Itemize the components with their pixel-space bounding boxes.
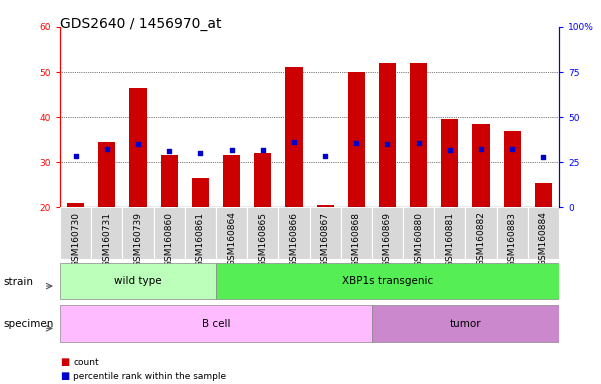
Bar [348, 72, 365, 207]
Text: GSM160883: GSM160883 [508, 212, 517, 266]
Bar [504, 131, 520, 207]
Bar [285, 68, 302, 207]
Point [71, 153, 81, 159]
Text: GSM160865: GSM160865 [258, 212, 267, 266]
Text: percentile rank within the sample: percentile rank within the sample [73, 372, 227, 381]
Bar [472, 124, 490, 207]
Bar [67, 203, 84, 207]
Bar [317, 205, 334, 207]
Bar [341, 207, 372, 259]
Text: GSM160864: GSM160864 [227, 212, 236, 266]
Text: GSM160866: GSM160866 [290, 212, 299, 266]
Text: GDS2640 / 1456970_at: GDS2640 / 1456970_at [60, 17, 222, 31]
Point [538, 154, 548, 160]
Text: count: count [73, 358, 99, 367]
Text: GSM160882: GSM160882 [477, 212, 486, 266]
Text: specimen: specimen [3, 319, 53, 329]
Bar [247, 207, 278, 259]
Bar [129, 88, 147, 207]
Text: ■: ■ [60, 371, 69, 381]
Bar [372, 207, 403, 259]
Bar [465, 207, 496, 259]
Text: GSM160860: GSM160860 [165, 212, 174, 266]
Point [195, 150, 205, 156]
Bar [192, 178, 209, 207]
Bar [528, 207, 559, 259]
Text: GSM160884: GSM160884 [539, 212, 548, 266]
Bar [123, 207, 154, 259]
Bar [91, 207, 123, 259]
Text: ■: ■ [60, 357, 69, 367]
Text: B cell: B cell [202, 318, 230, 329]
Bar [60, 263, 216, 300]
Bar [410, 63, 427, 207]
Bar [434, 207, 465, 259]
Point [289, 139, 299, 146]
Bar [60, 207, 91, 259]
Bar [496, 207, 528, 259]
Text: GSM160868: GSM160868 [352, 212, 361, 266]
Text: strain: strain [3, 277, 33, 287]
Bar [310, 207, 341, 259]
Point [227, 147, 236, 153]
Text: GSM160731: GSM160731 [102, 212, 111, 266]
Point [102, 146, 112, 152]
Text: wild type: wild type [114, 276, 162, 286]
Point [414, 140, 424, 146]
Text: GSM160867: GSM160867 [320, 212, 329, 266]
Point [165, 147, 174, 154]
Text: GSM160861: GSM160861 [196, 212, 205, 266]
Bar [278, 207, 310, 259]
Bar [216, 263, 559, 300]
Point [258, 147, 267, 153]
Bar [160, 156, 178, 207]
Bar [379, 63, 396, 207]
Text: XBP1s transgenic: XBP1s transgenic [342, 276, 433, 286]
Point [383, 141, 392, 147]
Bar [99, 142, 115, 207]
Text: GSM160869: GSM160869 [383, 212, 392, 266]
Text: GSM160730: GSM160730 [71, 212, 80, 266]
Bar [372, 305, 559, 342]
Bar [216, 207, 247, 259]
Bar [441, 119, 459, 207]
Text: GSM160881: GSM160881 [445, 212, 454, 266]
Bar [154, 207, 185, 259]
Bar [535, 182, 552, 207]
Point [320, 153, 330, 159]
Point [133, 141, 143, 147]
Point [476, 146, 486, 152]
Bar [254, 153, 271, 207]
Bar [60, 305, 372, 342]
Text: GSM160739: GSM160739 [133, 212, 142, 266]
Point [507, 146, 517, 152]
Text: GSM160880: GSM160880 [414, 212, 423, 266]
Text: tumor: tumor [450, 318, 481, 329]
Bar [223, 156, 240, 207]
Point [352, 140, 361, 146]
Bar [185, 207, 216, 259]
Bar [403, 207, 434, 259]
Point [445, 147, 454, 153]
